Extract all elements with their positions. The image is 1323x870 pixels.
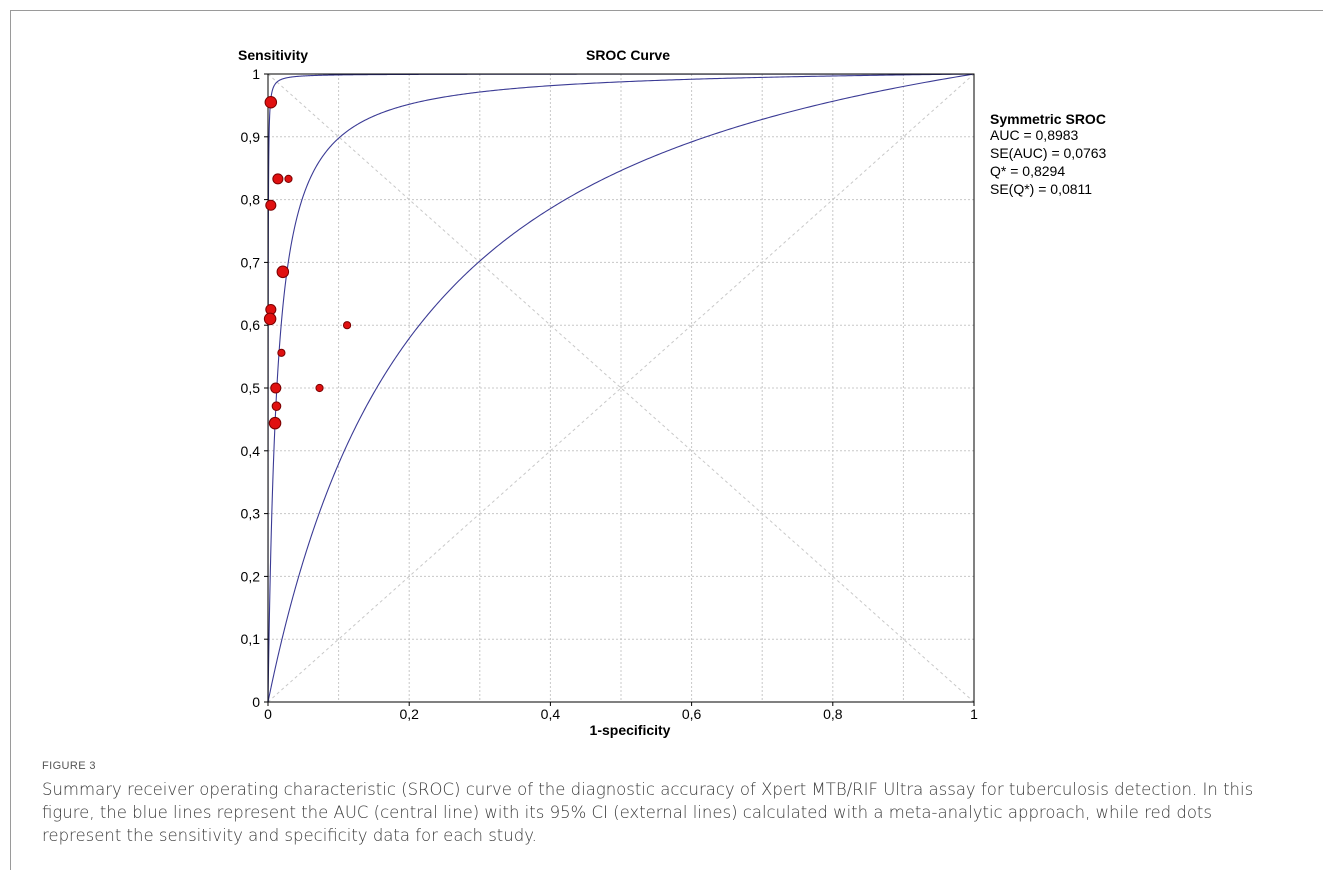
x-tick-label: 0,2 [399,706,419,722]
y-tick-label: 0,6 [241,317,261,333]
study-point [276,265,290,279]
y-axis-title: Sensitivity [238,47,308,63]
anti-diagonal-line [267,73,975,703]
study-point [315,383,324,393]
y-tick-label: 0,7 [241,254,261,270]
figure-label: FIGURE 3 [42,760,96,772]
y-tick-label: 0,9 [241,129,261,145]
study-point [284,174,293,183]
stats-title: Symmetric SROC [990,111,1106,127]
y-tick-label: 1 [252,66,260,82]
y-tick-label: 0 [252,694,260,710]
stat-auc: AUC = 0,8983 [990,127,1079,143]
sroc-curve-lower-ci [267,73,975,703]
study-point [265,199,277,211]
study-point [272,173,284,185]
figure-caption-block: FIGURE 3 Summary receiver operating char… [42,760,1292,847]
study-point [342,321,352,330]
study-point [268,416,282,430]
sroc-curve-central [267,73,975,702]
x-tick-labels: 0 0,2 0,4 0,6 0,8 1 [264,702,978,722]
chart-title: SROC Curve [586,47,670,63]
study-point [263,312,277,326]
y-tick-label: 0,5 [241,380,261,396]
study-point [270,382,282,394]
x-tick-label: 0,4 [541,706,561,722]
figure-frame [10,10,1323,870]
x-tick-label: 0 [264,706,272,722]
x-axis-title: 1-specificity [590,722,671,738]
y-tick-label: 0,4 [241,443,261,459]
grid-layer [268,74,974,702]
study-points [263,96,352,430]
y-tick-label: 0,3 [241,506,261,522]
y-tick-label: 0,2 [241,568,261,584]
study-point [277,348,286,357]
y-tick-label: 0,8 [241,192,261,208]
y-tick-labels: 0 0,1 0,2 0,3 0,4 0,5 0,6 0,7 0,8 0,9 1 [241,66,268,710]
study-point [271,401,282,412]
x-tick-label: 0,6 [682,706,702,722]
diagonal-line [267,73,975,703]
stat-q-star: Q* = 0,8294 [990,163,1065,179]
y-tick-label: 0,1 [241,631,261,647]
reference-lines [267,73,975,703]
study-point [264,96,278,109]
x-tick-label: 1 [970,706,978,722]
stat-se-auc: SE(AUC) = 0,0763 [990,145,1107,161]
x-tick-label: 0,8 [823,706,843,722]
stats-box: Symmetric SROC AUC = 0,8983 SE(AUC) = 0,… [990,111,1107,197]
figure-caption: Summary receiver operating characteristi… [42,780,1254,845]
sroc-chart: 0 0,2 0,4 0,6 0,8 1 0 0,1 0,2 0,3 0,4 0,5 0,6 0,7 0,8… [238,47,1107,738]
stat-se-q-star: SE(Q*) = 0,0811 [990,181,1092,197]
